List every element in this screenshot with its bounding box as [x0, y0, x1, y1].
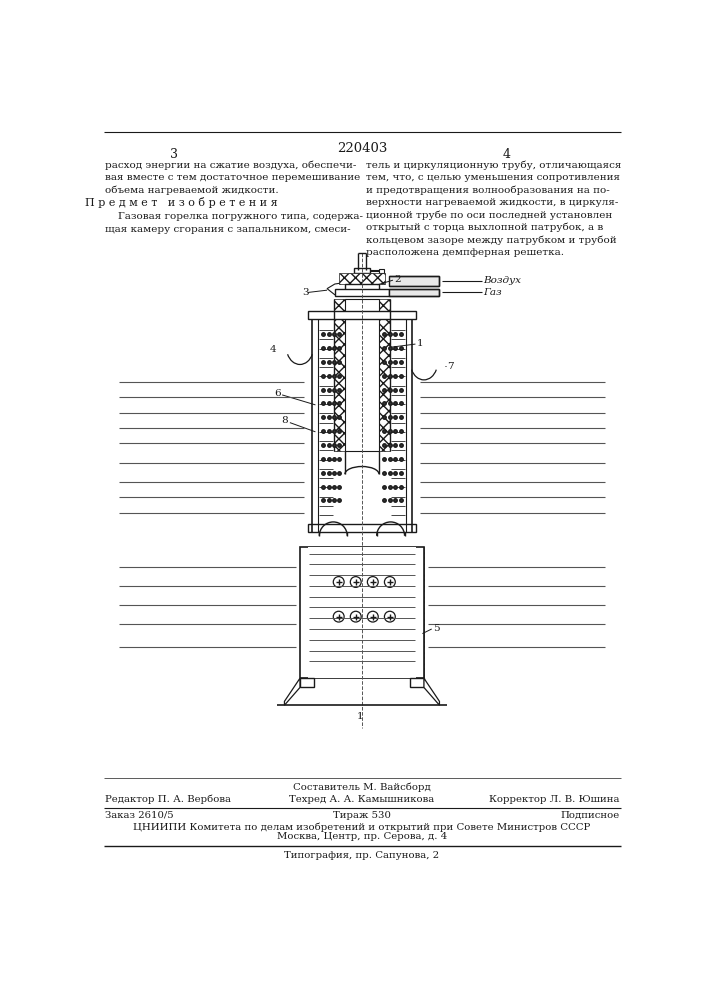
Bar [300, 547, 308, 678]
Text: Техред А. А. Камышникова: Техред А. А. Камышникова [289, 795, 435, 804]
Polygon shape [284, 678, 300, 705]
Bar [345, 284, 379, 290]
Text: Редактор П. А. Вербова: Редактор П. А. Вербова [105, 795, 231, 804]
Text: 8: 8 [281, 416, 288, 425]
Circle shape [351, 577, 361, 587]
Text: Корректор Л. В. Юшина: Корректор Л. В. Юшина [489, 795, 619, 804]
Text: Составитель М. Вайсборд: Составитель М. Вайсборд [293, 782, 431, 792]
Circle shape [368, 577, 378, 587]
Text: Москва, Центр, пр. Серова, д. 4: Москва, Центр, пр. Серова, д. 4 [277, 832, 447, 841]
Bar [308, 311, 416, 319]
Text: расход энергии на сжатие воздуха, обеспечи-
вая вместе с тем достаточное перемеш: расход энергии на сжатие воздуха, обеспе… [105, 160, 361, 195]
Bar [300, 678, 314, 687]
Circle shape [333, 577, 344, 587]
Text: 7: 7 [448, 362, 454, 371]
Text: 4: 4 [503, 148, 511, 161]
Text: 2: 2 [395, 275, 401, 284]
Text: Тираж 530: Тираж 530 [333, 811, 391, 820]
Text: Газ: Газ [484, 288, 502, 297]
Text: 6: 6 [274, 389, 281, 398]
Polygon shape [327, 275, 356, 295]
Circle shape [385, 577, 395, 587]
Text: Заказ 2610/5: Заказ 2610/5 [105, 811, 174, 820]
Text: 3: 3 [170, 148, 177, 161]
Text: 3: 3 [303, 288, 309, 297]
Bar [308, 524, 416, 532]
Text: ЦНИИПИ Комитета по делам изобретений и открытий при Совете Министров СССР: ЦНИИПИ Комитета по делам изобретений и о… [134, 822, 590, 832]
Text: Воздух: Воздух [484, 276, 522, 285]
Bar [410, 678, 424, 687]
Bar [339, 273, 385, 284]
Bar [345, 299, 379, 451]
Bar [389, 289, 440, 296]
Text: 1: 1 [417, 339, 423, 348]
Bar [300, 547, 424, 678]
Text: тель и циркуляционную трубу, отличающаяся
тем, что, с целью уменьшения сопротивл: тель и циркуляционную трубу, отличающаяс… [366, 160, 621, 257]
Text: 220403: 220403 [337, 142, 387, 155]
Bar [335, 289, 389, 296]
Bar [308, 547, 416, 678]
Text: Типография, пр. Сапунова, 2: Типография, пр. Сапунова, 2 [284, 851, 440, 860]
Circle shape [385, 611, 395, 622]
Text: П р е д м е т   и з о б р е т е н и я: П р е д м е т и з о б р е т е н и я [85, 197, 278, 208]
Text: 1: 1 [357, 712, 363, 721]
Bar [389, 276, 440, 286]
Text: Газовая горелка погружного типа, содержа-
щая камеру сгорания с запальником, сме: Газовая горелка погружного типа, содержа… [105, 212, 363, 234]
Circle shape [351, 611, 361, 622]
Bar [334, 299, 345, 451]
Circle shape [333, 611, 344, 622]
Bar [416, 547, 424, 678]
Bar [379, 269, 385, 273]
Text: 4: 4 [270, 345, 276, 354]
Bar [354, 268, 370, 273]
Circle shape [368, 611, 378, 622]
Polygon shape [424, 678, 440, 705]
Text: Подписное: Подписное [560, 811, 619, 820]
Text: 5: 5 [433, 624, 440, 633]
Bar [379, 299, 390, 451]
